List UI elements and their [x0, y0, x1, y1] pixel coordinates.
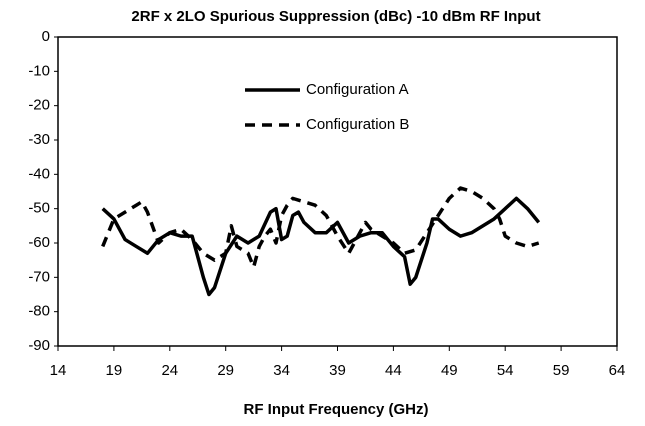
legend-label: Configuration B [306, 116, 409, 133]
y-tick-label: -90 [28, 337, 50, 354]
x-tick-label: 49 [441, 362, 458, 379]
x-tick-label: 19 [106, 362, 123, 379]
x-tick-label: 44 [385, 362, 402, 379]
y-tick-label: -40 [28, 165, 50, 182]
series-line [101, 196, 541, 297]
x-tick-label: 34 [273, 362, 290, 379]
x-tick-label: 29 [217, 362, 234, 379]
legend-label: Configuration A [306, 81, 409, 98]
x-tick-label: 59 [553, 362, 570, 379]
series-line [101, 186, 540, 269]
y-tick-label: -80 [28, 303, 50, 320]
x-tick-label: 64 [609, 362, 626, 379]
y-tick-label: -20 [28, 97, 50, 114]
x-tick-label: 54 [497, 362, 514, 379]
x-tick-label: 24 [161, 362, 178, 379]
y-tick-label: -10 [28, 62, 50, 79]
y-tick-label: -30 [28, 131, 50, 148]
y-tick-label: -70 [28, 268, 50, 285]
x-axis-label: RF Input Frequency (GHz) [244, 401, 429, 418]
x-tick-label: 39 [329, 362, 346, 379]
x-tick-label: 14 [50, 362, 67, 379]
y-tick-label: -60 [28, 234, 50, 251]
y-tick-label: -50 [28, 200, 50, 217]
chart-title: 2RF x 2LO Spurious Suppression (dBc) -10… [131, 8, 540, 25]
y-tick-label: 0 [42, 28, 50, 45]
